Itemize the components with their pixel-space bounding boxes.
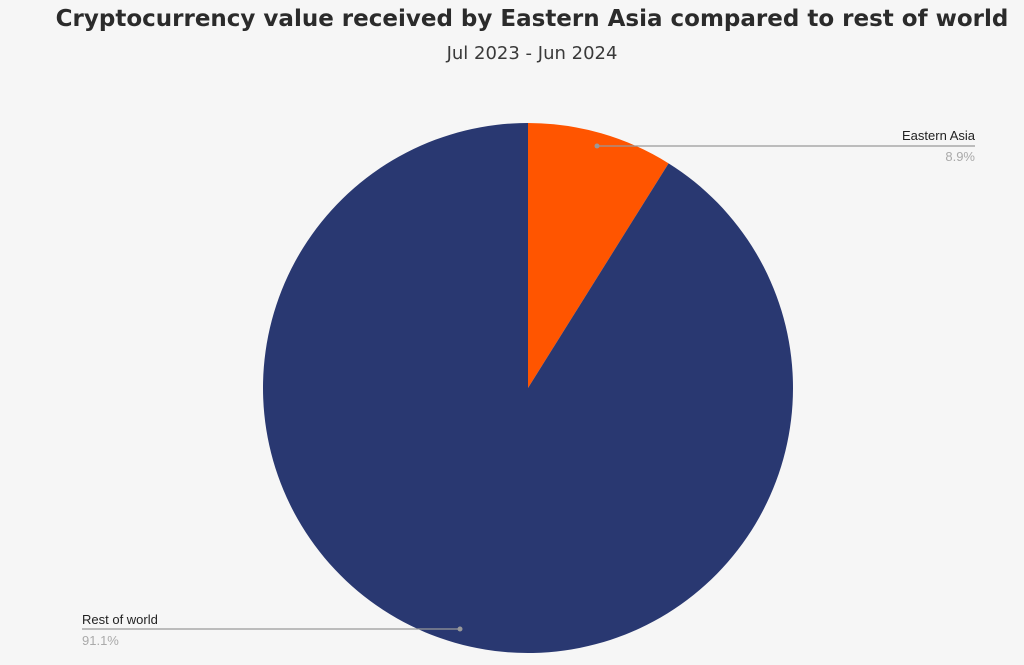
leader-dot bbox=[457, 626, 463, 632]
slice-percent-label: 91.1% bbox=[82, 633, 119, 648]
slice-label: Rest of world bbox=[82, 612, 158, 627]
chart-title: Cryptocurrency value received by Eastern… bbox=[55, 6, 1009, 32]
leader-dot bbox=[594, 143, 600, 149]
pie-slice-rest-of-world bbox=[263, 123, 793, 654]
slice-percent-label: 8.9% bbox=[945, 149, 975, 164]
slice-label: Eastern Asia bbox=[902, 128, 976, 143]
chart-subtitle: Jul 2023 - Jun 2024 bbox=[446, 43, 618, 64]
pie-slice-eastern-asia bbox=[528, 123, 669, 388]
